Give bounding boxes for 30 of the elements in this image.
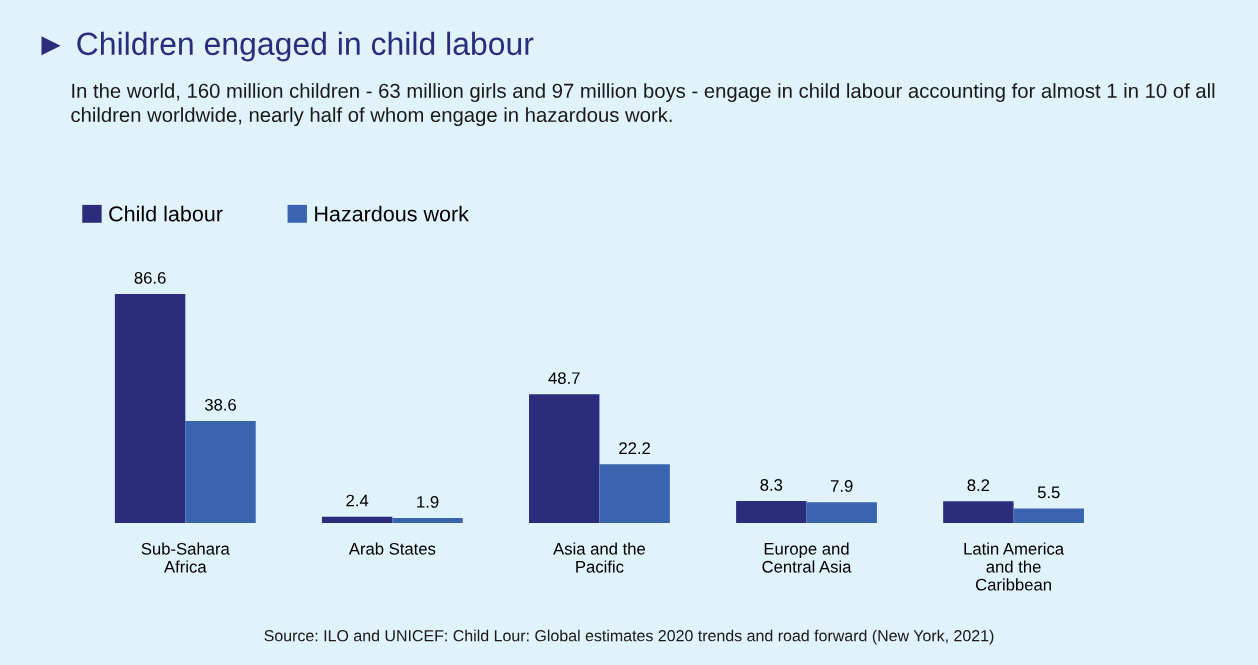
- x-tick-label: Asia and the Pacific: [553, 542, 646, 573]
- x-tick-label: Latin America and the Caribbean: [964, 542, 1065, 591]
- data-label: 48.7: [548, 372, 580, 385]
- chart-subtitle: In the world, 160 million children - 63 million girls and 97 million boys - engage in child labour accounting for almost 1 in 10 of all children worldwide, nearly half of whom engage in hazardous work.: [71, 83, 1215, 127]
- source-note: Source: ILO and UNICEF: Child Lour: Global estimates 2020 trends and road forward (New York, 2021): [264, 629, 994, 645]
- bar: [736, 501, 807, 524]
- bar: [1013, 508, 1084, 524]
- data-label: 1.9: [417, 495, 439, 508]
- bar: [599, 464, 670, 524]
- x-tick-label: Arab States: [348, 542, 436, 555]
- chart-title: ► Children engaged in child labour: [41, 31, 534, 62]
- data-label: 38.6: [204, 398, 236, 411]
- data-label: 2.4: [346, 494, 369, 507]
- bar: [806, 502, 877, 524]
- data-label: 8.2: [967, 479, 990, 492]
- data-label: 5.5: [1037, 486, 1060, 499]
- data-label: 22.2: [619, 442, 651, 454]
- data-label: 86.6: [134, 271, 166, 284]
- bar: [943, 501, 1014, 524]
- bar: [529, 394, 600, 524]
- x-tick-label: Sub-Sahara Africa: [141, 542, 230, 573]
- legend-label: Child labour: [109, 205, 223, 222]
- x-tick-label: Europe and Central Asia: [762, 542, 852, 573]
- legend-label: Hazardous work: [315, 205, 469, 222]
- data-label: 8.3: [760, 479, 783, 491]
- bar: [392, 518, 463, 524]
- bar: [321, 516, 393, 524]
- bar: [114, 294, 186, 524]
- bar: [185, 420, 256, 524]
- data-label: 7.9: [830, 480, 853, 492]
